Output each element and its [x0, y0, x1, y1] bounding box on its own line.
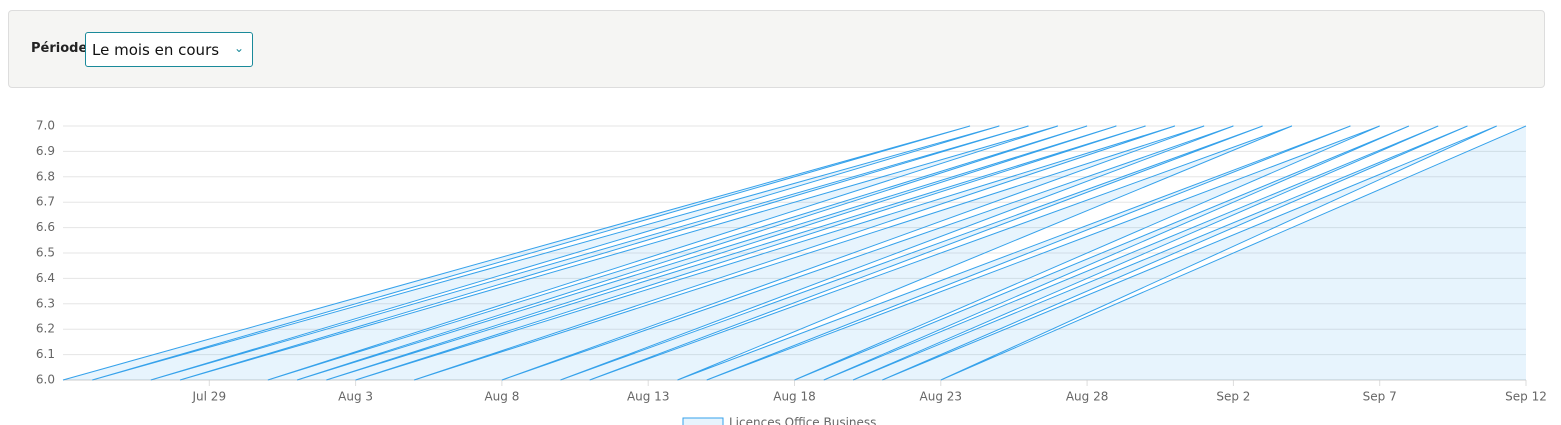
y-tick-label: 6.7	[36, 195, 55, 209]
y-tick-label: 6.3	[36, 296, 55, 310]
x-tick-label: Aug 28	[1066, 390, 1109, 404]
x-tick-label: Aug 3	[338, 390, 373, 404]
line-series	[62, 125, 1527, 381]
y-tick-label: 7.0	[36, 119, 55, 133]
x-tick-label: Aug 18	[773, 390, 816, 404]
x-tick-label: Sep 7	[1363, 390, 1397, 404]
y-tick-label: 6.5	[36, 246, 55, 260]
y-tick-label: 6.0	[36, 373, 55, 387]
y-tick-label: 6.8	[36, 169, 55, 183]
filter-panel: Période : Le mois en cours ⌄	[8, 10, 1545, 88]
legend-swatch	[682, 417, 724, 425]
x-tick-label: Sep 2	[1216, 390, 1250, 404]
x-tick-label: Aug 23	[920, 390, 963, 404]
y-tick-label: 6.2	[36, 322, 55, 336]
select-arrow: ⌄	[233, 41, 244, 55]
period-select[interactable]: Le mois en cours ⌄	[85, 32, 253, 67]
select-value: Le mois en cours	[92, 41, 220, 59]
y-tick-label: 6.1	[36, 347, 55, 361]
legend-label: Licences Office Business	[729, 416, 876, 425]
x-tick-label: Aug 13	[627, 390, 670, 404]
x-tick-label: Aug 8	[484, 390, 519, 404]
y-tick-label: 6.4	[36, 271, 55, 285]
y-tick-label: 6.9	[36, 144, 55, 158]
x-tick-label: Sep 12	[1505, 390, 1547, 404]
filter-label: Période :	[31, 41, 97, 56]
x-tick-label: Jul 29	[192, 390, 227, 404]
y-tick-label: 6.6	[36, 220, 55, 234]
